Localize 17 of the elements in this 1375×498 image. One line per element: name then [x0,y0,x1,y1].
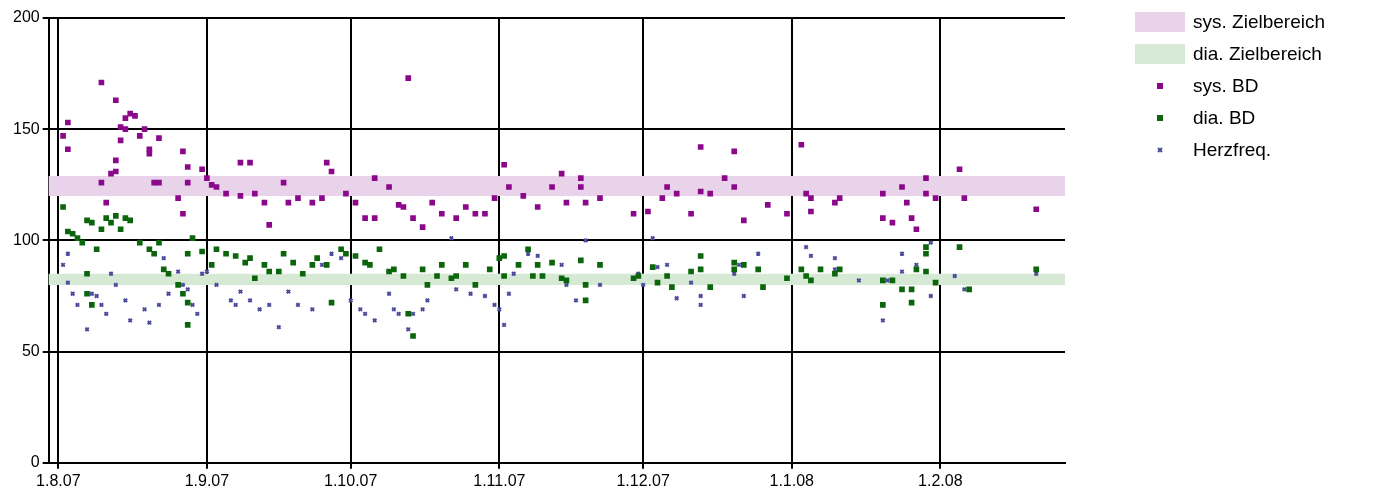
x-tick-label: 1.2.08 [918,471,963,489]
x-tick-label: 1.9.07 [184,471,230,489]
legend-label: dia. BD [1193,107,1256,129]
x-tick-label: 1.1.08 [769,471,815,489]
legend-label: sys. Zielbereich [1193,11,1325,33]
y-tick-label: 200 [12,8,40,26]
x-tick-label: 1.10.07 [324,471,378,489]
y-tick-label: 150 [12,119,40,137]
x-tick-label: 1.11.07 [473,471,526,489]
x-tick-label: 1.8.07 [36,471,81,489]
legend-label: sys. BD [1193,75,1259,97]
x-tick-label: 1.12.07 [616,471,670,489]
y-tick-label: 50 [21,342,40,360]
legend-label: dia. Zielbereich [1193,43,1322,65]
y-tick-label: 100 [12,230,40,248]
y-tick-label: 0 [30,453,40,471]
legend-label: Herzfreq. [1193,139,1272,161]
